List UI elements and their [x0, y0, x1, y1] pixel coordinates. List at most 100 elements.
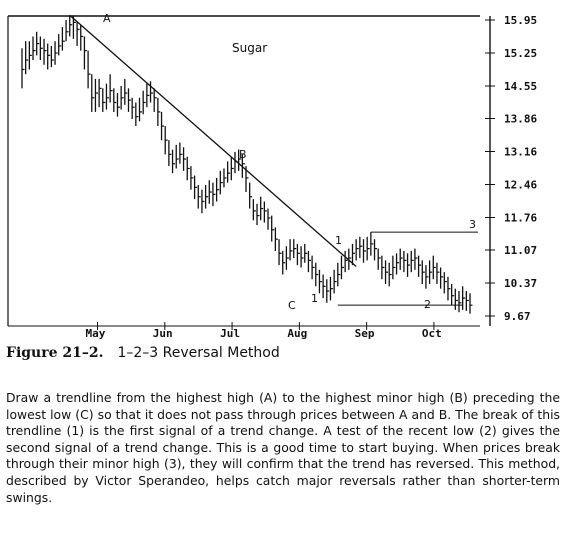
price-bar [469, 293, 473, 314]
x-tick-label: May [86, 327, 106, 340]
price-bar [61, 27, 65, 51]
price-bar [454, 288, 458, 310]
x-tick-label: Sep [355, 327, 375, 340]
price-bar [32, 36, 36, 61]
label-a: A [103, 12, 111, 25]
price-bar [315, 262, 319, 287]
price-bar [135, 102, 139, 127]
price-bar [153, 88, 157, 112]
price-bar [215, 177, 220, 202]
price-bar [443, 272, 447, 294]
price-bar [164, 126, 168, 155]
price-bar [322, 274, 326, 299]
price-bar [197, 184, 201, 209]
price-bar [381, 255, 385, 280]
figure-caption: Figure 21–2. 1–2–3 Reversal Method [6, 345, 562, 361]
price-bar [421, 260, 425, 284]
price-bar [138, 97, 143, 122]
price-bar [282, 250, 286, 275]
price-bar [410, 250, 414, 273]
price-bar [142, 90, 146, 115]
price-bar [304, 243, 308, 263]
y-tick-label: 11.07 [504, 244, 537, 257]
price-bar [102, 88, 106, 112]
price-bar [447, 276, 451, 301]
price-bar [458, 291, 462, 313]
price-bar [25, 41, 29, 75]
price-bar [149, 81, 154, 103]
figure-description: Draw a trendline from the highest high (… [6, 390, 560, 505]
price-bar [87, 50, 91, 89]
price-bar [83, 36, 87, 70]
price-bar [289, 239, 293, 261]
price-bar [39, 36, 43, 61]
price-bar [179, 142, 183, 164]
price-bar [43, 38, 47, 65]
price-bar [311, 255, 315, 280]
label-1-upper: 1 [335, 234, 342, 247]
price-bar [124, 78, 128, 105]
price-bar [351, 243, 355, 266]
price-bar [414, 248, 418, 270]
price-bar [450, 283, 455, 306]
price-bar [260, 196, 264, 221]
y-tick-label: 12.46 [504, 178, 537, 191]
y-tick-label: 13.86 [504, 113, 537, 126]
price-bar [204, 184, 209, 209]
price-bar [293, 239, 297, 259]
price-bar [370, 232, 374, 256]
label-b: B [239, 148, 247, 161]
price-bar [116, 93, 120, 117]
price-bar [395, 253, 400, 275]
price-bar [296, 243, 300, 266]
price-bar [373, 239, 378, 261]
price-bar [462, 286, 466, 310]
price-bar [98, 78, 102, 108]
price-bar [267, 208, 271, 230]
chart-title: Sugar [232, 41, 267, 55]
price-bar [333, 269, 337, 294]
x-axis-ticks: May Jun Jul Aug Sep Oct [86, 322, 442, 340]
y-tick-label: 11.76 [504, 211, 537, 224]
chart: 15.95 15.25 14.55 13.86 13.16 12.46 11.76 11.07… [7, 12, 537, 340]
figure-title: 1–2–3 Reversal Method [117, 345, 280, 361]
price-bar [362, 239, 367, 263]
price-bar [300, 246, 304, 268]
price-bar [120, 85, 124, 110]
y-tick-label: 14.55 [504, 80, 537, 93]
price-bar [249, 182, 253, 209]
label-c: C [288, 299, 296, 312]
price-bar [76, 22, 80, 46]
price-bar [274, 227, 278, 251]
price-bar [278, 239, 282, 266]
price-bar [105, 83, 109, 110]
price-bar [69, 15, 73, 37]
price-bar [47, 43, 51, 70]
price-bar [326, 279, 330, 303]
price-bar [318, 269, 322, 294]
x-tick-label: Jul [220, 327, 240, 340]
price-bar [36, 31, 40, 56]
price-bar [171, 149, 176, 174]
trendline-a-b [69, 14, 357, 267]
y-tick-label: 9.67 [504, 310, 531, 323]
price-bar [230, 156, 234, 181]
x-tick-label: Oct [422, 327, 442, 340]
price-bar [113, 88, 117, 112]
price-bar [355, 239, 359, 261]
price-bar [256, 203, 260, 226]
x-tick-label: Aug [287, 327, 307, 340]
price-bar [131, 97, 135, 119]
price-bar [190, 166, 194, 190]
price-bar [329, 276, 333, 301]
price-bar [238, 149, 242, 171]
price-bar [28, 41, 32, 70]
price-bar [432, 255, 436, 280]
price-bar [157, 97, 161, 127]
price-bar [399, 248, 403, 270]
label-3: 3 [469, 218, 476, 231]
price-bar [212, 182, 216, 207]
price-bar [439, 267, 444, 289]
price-bar [417, 255, 422, 277]
label-1-lower: 1 [311, 292, 318, 305]
